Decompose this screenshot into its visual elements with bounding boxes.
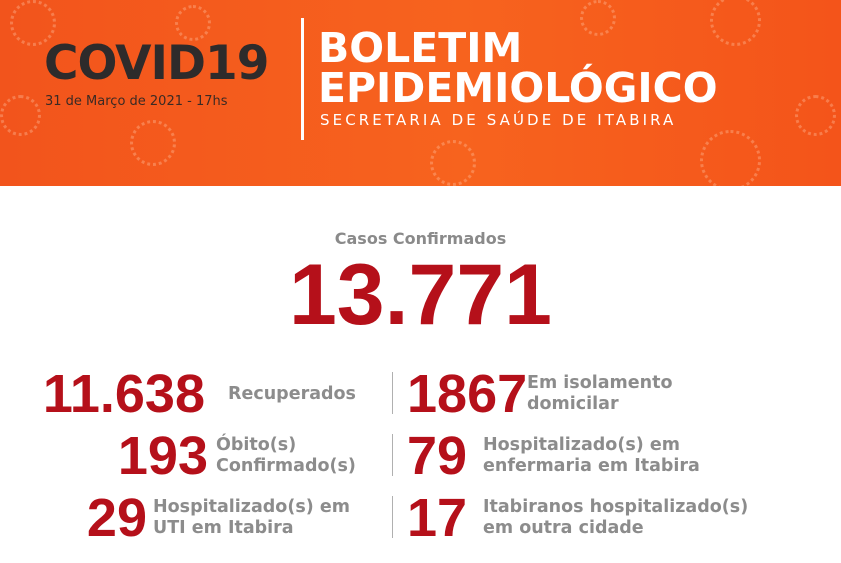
stat-value: 29: [86, 488, 147, 548]
title: EPIDEMIOLÓGICO: [318, 64, 718, 112]
subtitle: SECRETARIA DE SAÚDE DE ITABIRA: [320, 111, 677, 129]
stat-label: enfermaria em Itabira: [483, 456, 700, 476]
header: COVID19 31 de Março de 2021 - 17hs BOLET…: [0, 0, 841, 186]
headline-value: 13.771: [288, 247, 553, 343]
stat-value: 193: [117, 426, 208, 486]
stat-label: em outra cidade: [483, 518, 644, 538]
stat-label: UTI em Itabira: [153, 518, 294, 538]
headline-label: Casos Confirmados: [334, 229, 507, 248]
stat-label: domicilar: [527, 394, 619, 414]
stat-label: Hospitalizado(s) em: [153, 497, 350, 517]
stat-label: Itabiranos hospitalizado(s): [483, 497, 749, 517]
separator: [392, 434, 393, 476]
stat-label: Recuperados: [228, 383, 356, 404]
separator: [392, 372, 393, 414]
stat-value: 11.638: [42, 364, 205, 424]
stat-label: Óbito(s): [216, 435, 297, 455]
divider: [301, 18, 304, 140]
brand: COVID19: [44, 36, 269, 91]
stat-label: Em isolamento: [527, 373, 673, 393]
stat-label: Hospitalizado(s) em: [483, 435, 680, 455]
stat-value: 1867: [407, 364, 528, 424]
date: 31 de Março de 2021 - 17hs: [45, 94, 228, 109]
title: BOLETIM: [318, 24, 523, 72]
stat-value: 17: [407, 488, 468, 548]
stat-value: 79: [407, 426, 468, 486]
separator: [392, 496, 393, 538]
stat-label: Confirmado(s): [216, 456, 356, 476]
